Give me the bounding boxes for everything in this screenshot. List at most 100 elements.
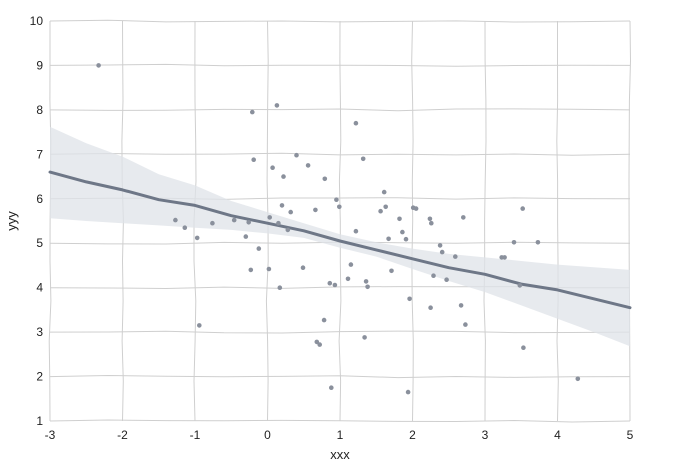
y-tick-label: 7 xyxy=(36,147,43,161)
tick-labels: -3 -2 -1 0 1 2 3 4 5 1 2 3 4 5 6 7 8 9 10 xyxy=(30,14,634,442)
scatter-point xyxy=(313,207,318,213)
vertical-grid-line xyxy=(48,21,52,422)
scatter-point xyxy=(288,209,294,215)
confidence-band xyxy=(50,126,630,347)
scatter-point xyxy=(397,216,402,222)
scatter-point xyxy=(428,305,433,311)
scatter-point xyxy=(439,249,445,255)
horizontal-grid-line xyxy=(49,152,631,156)
scatter-point xyxy=(334,197,339,202)
scatter-point xyxy=(427,216,433,222)
scatter-point xyxy=(502,255,507,260)
vertical-grid-line xyxy=(556,21,559,422)
scatter-point xyxy=(243,234,249,239)
x-tick-label: 5 xyxy=(627,428,634,442)
scatter-point xyxy=(389,268,394,274)
scatter-point xyxy=(520,206,525,211)
scatter-point xyxy=(305,163,311,168)
scatter-point xyxy=(363,279,369,284)
horizontal-grid-line xyxy=(49,63,631,67)
scatter-point xyxy=(314,339,320,345)
scatter-point xyxy=(386,236,391,242)
scatter-point xyxy=(248,267,254,273)
scatter-point xyxy=(437,243,443,248)
scatter-points xyxy=(96,63,581,395)
y-tick-label: 2 xyxy=(36,370,43,384)
vertical-grid-line xyxy=(411,20,414,422)
scatter-point xyxy=(332,282,338,288)
scatter-point xyxy=(285,227,291,233)
scatter-point xyxy=(429,220,434,226)
scatter-point xyxy=(197,323,202,328)
y-tick-label: 4 xyxy=(36,281,43,295)
scatter-point xyxy=(250,109,255,115)
scatter-point xyxy=(511,240,517,245)
scatter-point xyxy=(403,236,409,242)
scatter-point xyxy=(535,240,541,245)
vertical-grid-line xyxy=(628,20,632,422)
scatter-point xyxy=(322,176,328,182)
vertical-grid-line xyxy=(338,20,342,422)
y-tick-label: 1 xyxy=(36,414,43,428)
y-tick-label: 10 xyxy=(30,14,44,28)
confidence-band-group xyxy=(50,126,630,347)
scatter-point xyxy=(517,283,523,288)
scatter-point xyxy=(378,208,383,214)
scatter-point xyxy=(274,103,280,108)
scatter-point xyxy=(182,225,188,230)
scatter-point xyxy=(329,385,334,391)
scatter-point xyxy=(444,277,449,283)
horizontal-grid-line xyxy=(49,330,631,334)
scatter-point xyxy=(251,157,256,162)
x-tick-label: 2 xyxy=(409,428,416,442)
x-axis-label: xxx xyxy=(330,447,350,462)
horizontal-grid-line xyxy=(49,374,631,379)
scatter-point xyxy=(431,273,436,279)
scatter-point xyxy=(383,204,389,210)
scatter-point xyxy=(400,229,405,235)
scatter-point xyxy=(353,228,359,234)
x-tick-label: 4 xyxy=(554,428,561,442)
scatter-point xyxy=(294,152,299,158)
scatter-point xyxy=(575,376,581,382)
scatter-point xyxy=(231,217,237,223)
trend-line-group xyxy=(48,170,632,310)
scatter-point xyxy=(267,215,273,220)
x-tick-label: -1 xyxy=(190,428,201,442)
y-axis-label: yyy xyxy=(4,211,19,231)
scatter-point xyxy=(413,206,419,211)
regression-line xyxy=(48,170,632,310)
scatter-point xyxy=(210,220,215,226)
scatter-point xyxy=(360,156,366,162)
scatter-point xyxy=(327,280,333,286)
horizontal-grid-line xyxy=(49,19,631,23)
scatter-point xyxy=(279,203,285,208)
scatter-point xyxy=(348,262,354,267)
scatter-point xyxy=(281,174,286,179)
scatter-point xyxy=(300,265,306,271)
x-tick-label: 3 xyxy=(482,428,489,442)
horizontal-grid-line xyxy=(49,419,631,423)
scatter-point xyxy=(256,246,262,251)
scatter-point xyxy=(365,284,370,290)
scatter-point xyxy=(277,285,283,291)
scatter-point xyxy=(521,345,526,351)
scatter-point xyxy=(337,204,342,210)
scatter-point xyxy=(405,389,411,395)
scatter-point xyxy=(194,235,200,241)
scatter-point xyxy=(173,217,178,223)
y-tick-label: 3 xyxy=(36,325,43,339)
scatter-point xyxy=(381,189,387,195)
scatter-point xyxy=(453,254,458,259)
scatter-point xyxy=(270,165,275,170)
scatter-point xyxy=(266,266,272,272)
scatter-point xyxy=(362,335,367,340)
scatter-point xyxy=(463,322,468,327)
scatter-point xyxy=(96,63,101,68)
x-tick-label: 0 xyxy=(264,428,271,442)
scatter-point xyxy=(276,220,281,226)
scatter-point xyxy=(458,303,464,308)
scatter-point xyxy=(317,342,323,347)
scatter-point xyxy=(246,220,251,225)
